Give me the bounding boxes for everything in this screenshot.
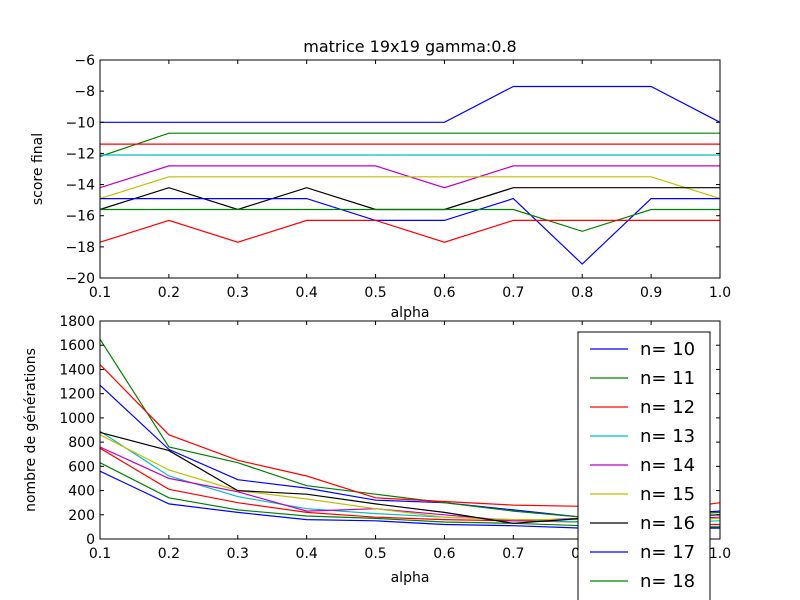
y-axis-label: score final xyxy=(30,133,46,205)
y-tick-label: −20 xyxy=(65,271,95,287)
top-chart: 0.1 0.2 0.3 0.4 0.5 0.6 0.7 0.8 0.9 1.0 −20 −18 −16 −… xyxy=(30,37,731,321)
legend-entry: n= 17 xyxy=(640,542,695,563)
y-tick-label: 1000 xyxy=(59,411,95,427)
y-tick-label: 1600 xyxy=(59,338,95,354)
legend-entry: n= 18 xyxy=(640,571,695,592)
x-tick-label: 0.2 xyxy=(158,285,180,301)
plot-area xyxy=(100,60,720,278)
legend-entry: n= 10 xyxy=(640,339,695,360)
x-tick-label: 0.4 xyxy=(296,285,318,301)
series-line-s1 xyxy=(99,132,720,158)
y-tick-label: −10 xyxy=(65,115,95,131)
legend-entry: n= 14 xyxy=(640,455,695,476)
x-tick-label: 1.0 xyxy=(709,546,731,562)
x-axis-label: alpha xyxy=(391,305,430,321)
y-axis-label: nombre de générations xyxy=(23,348,39,512)
y-tick-label: −6 xyxy=(74,53,95,69)
x-tick-label: 0.3 xyxy=(227,546,249,562)
plot-frame xyxy=(99,320,721,540)
series-line-s5 xyxy=(99,176,721,200)
y-tick-label: 1200 xyxy=(59,387,95,403)
legend-entry: n= 15 xyxy=(640,484,695,505)
x-tick-label: 0.1 xyxy=(89,546,111,562)
x-tick-label: 0.4 xyxy=(296,546,318,562)
x-tick-label: 0.5 xyxy=(364,285,386,301)
bottom-chart: 0.10.20.30.40.50.60.70.80.91.00200400600… xyxy=(23,314,731,600)
legend-entry: n= 11 xyxy=(640,368,695,389)
series-line-s7 xyxy=(100,197,720,265)
x-tick-label: 0.7 xyxy=(502,285,524,301)
legend: n= 10 n= 11 n= 12 n= 13 n= 14 n= 15 n= 16 n= 17… xyxy=(577,331,711,600)
x-tick-label: 0.7 xyxy=(502,546,524,562)
chart-title: matrice 19x19 gamma:0.8 xyxy=(303,37,516,56)
x-tick-label: 0.5 xyxy=(364,546,386,562)
y-tick-label: 200 xyxy=(68,508,95,524)
plot-frame xyxy=(99,59,721,279)
y-tick-label: 0 xyxy=(86,532,95,548)
y-tick-label: −16 xyxy=(65,209,95,225)
x-axis-label: alpha xyxy=(391,570,430,586)
y-tick-label: 1400 xyxy=(59,362,95,378)
x-tick-label: 0.8 xyxy=(571,285,593,301)
y-tick-label: −8 xyxy=(74,84,95,100)
y-tick-label: −14 xyxy=(65,178,95,194)
legend-entry: n= 16 xyxy=(640,513,695,534)
x-tick-label: 1.0 xyxy=(709,285,731,301)
y-tick-label: 400 xyxy=(68,484,95,500)
series-line-s9 xyxy=(99,219,720,243)
y-tick-label: 600 xyxy=(68,459,95,475)
y-tick-label: −18 xyxy=(65,240,95,256)
y-tick-label: 1800 xyxy=(59,314,95,330)
legend-box xyxy=(577,331,711,600)
x-tick-label: 0.2 xyxy=(158,546,180,562)
x-tick-label: 0.6 xyxy=(433,285,455,301)
x-tick-label: 0.9 xyxy=(640,285,662,301)
legend-entry: n= 13 xyxy=(640,426,695,447)
series-line-s0 xyxy=(100,85,721,123)
y-tick-label: −12 xyxy=(65,146,95,162)
legend-entry: n= 12 xyxy=(640,397,695,418)
x-tick-label: 0.1 xyxy=(89,285,111,301)
x-tick-label: 0.3 xyxy=(227,285,249,301)
y-tick-label: 800 xyxy=(68,435,95,451)
x-tick-label: 0.6 xyxy=(433,546,455,562)
